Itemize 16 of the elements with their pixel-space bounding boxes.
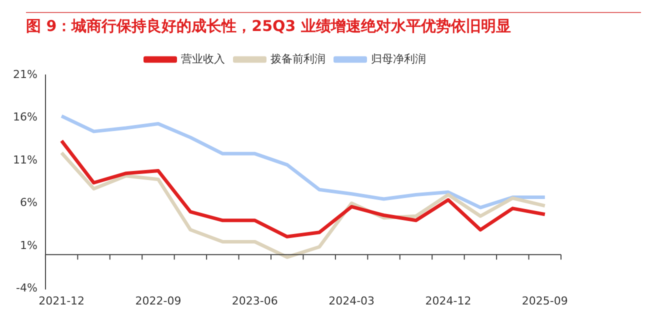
legend-label: 营业收入 — [180, 52, 225, 66]
x-tick-label: 2024-12 — [425, 294, 472, 308]
y-tick-label: 16% — [12, 110, 38, 124]
legend-label: 拨备前利润 — [270, 52, 326, 66]
x-tick-label: 2021-12 — [38, 294, 85, 308]
x-tick-label: 2023-06 — [232, 294, 278, 308]
y-tick-label: 21% — [12, 68, 38, 81]
x-tick-label: 2024-03 — [328, 294, 375, 308]
legend-label: 归母净利润 — [370, 52, 426, 66]
y-tick-label: -4% — [16, 282, 38, 295]
y-tick-label: 1% — [20, 238, 38, 252]
y-tick-label: 6% — [20, 196, 38, 210]
x-tick-label: 2022-09 — [135, 294, 182, 308]
x-tick-label: 2025-09 — [522, 294, 568, 308]
y-tick-label: 11% — [12, 153, 38, 166]
chart-title: 图 9：城商行保持良好的成长性，25Q3 业绩增速绝对水平优势依旧明显 — [26, 12, 641, 36]
